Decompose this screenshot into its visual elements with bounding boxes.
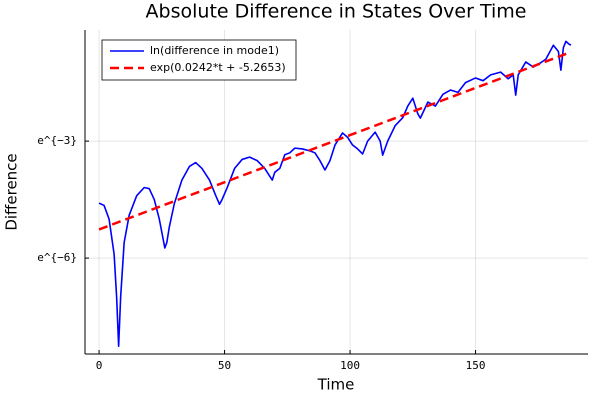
x-tick-label: 100 [340, 359, 360, 372]
y-tick-label: e^{−6} [37, 251, 77, 264]
x-tick-label: 150 [466, 359, 486, 372]
legend-label: exp(0.0242*t + -5.2653) [150, 61, 286, 74]
x-tick-label: 0 [96, 359, 103, 372]
chart-title: Absolute Difference in States Over Time [146, 1, 527, 23]
x-tick-label: 50 [218, 359, 231, 372]
legend-label: ln(difference in mode1) [150, 44, 279, 57]
series-line [98, 40, 572, 348]
y-tick-label: e^{−3} [37, 134, 77, 147]
series-line [98, 50, 572, 231]
legend-box [101, 39, 297, 81]
y-axis-label: Difference [3, 153, 21, 230]
x-axis-label: Time [317, 376, 355, 394]
